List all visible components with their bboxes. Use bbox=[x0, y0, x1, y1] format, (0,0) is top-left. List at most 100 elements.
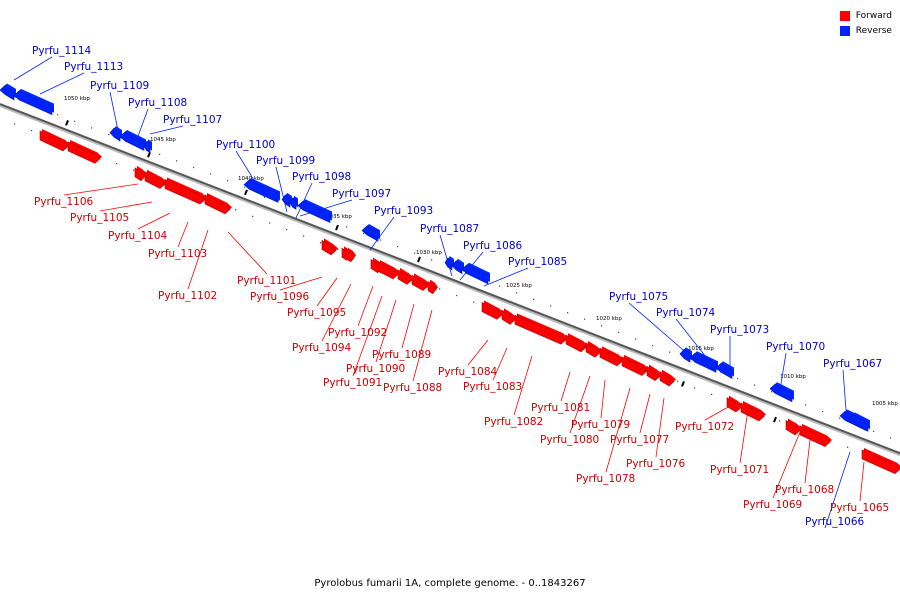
dot-tick bbox=[567, 311, 569, 314]
pyrfu-1080-gene-arrow bbox=[585, 340, 602, 358]
pyrfu-1097-label: Pyrfu_1097 bbox=[332, 188, 391, 200]
gene-label-leader bbox=[560, 371, 571, 402]
legend-forward: Forward bbox=[839, 8, 892, 23]
gene-label-leader bbox=[316, 277, 338, 307]
pyrfu-1109-gene-arrow bbox=[109, 126, 122, 142]
pyrfu-1068-gene-arrow bbox=[799, 423, 832, 447]
gene-arrow-body bbox=[481, 302, 503, 320]
pyrfu-1096-label: Pyrfu_1096 bbox=[250, 291, 310, 303]
gene-arrows bbox=[0, 83, 900, 475]
dot-tick bbox=[456, 294, 458, 297]
major-tick bbox=[773, 416, 777, 423]
pyrfu-1079-gene-arrow bbox=[599, 346, 624, 367]
pyrfu-1090-gene-arrow bbox=[397, 267, 414, 285]
pyrfu-1104-gene-arrow bbox=[134, 165, 147, 182]
dot-tick bbox=[584, 318, 586, 320]
major-tick bbox=[335, 224, 339, 231]
gene-arrow-body bbox=[861, 449, 900, 475]
gene-arrow-body bbox=[134, 167, 146, 182]
pyrfu-1102-label: Pyrfu_1102 bbox=[158, 290, 217, 302]
label-leaders bbox=[13, 56, 865, 529]
dot-tick bbox=[771, 391, 773, 393]
pyrfu-1114-gene-arrow bbox=[0, 83, 16, 101]
scale-label: 1030 kbp bbox=[416, 250, 442, 256]
dot-tick bbox=[346, 226, 348, 228]
pyrfu-1066-gene-arrow bbox=[847, 412, 870, 432]
dot-tick bbox=[380, 239, 382, 241]
major-tick bbox=[681, 381, 685, 387]
gene-arrow-body bbox=[799, 425, 831, 447]
gene-arrow-body bbox=[585, 342, 601, 358]
pyrfu-1081-gene-arrow bbox=[565, 333, 588, 353]
gene-label-leader bbox=[439, 234, 453, 277]
pyrfu-1071-gene-arrow bbox=[740, 401, 766, 422]
pyrfu-1081-label: Pyrfu_1081 bbox=[531, 402, 590, 414]
pyrfu-1069-label: Pyrfu_1069 bbox=[743, 499, 802, 511]
pyrfu-1065-gene-arrow bbox=[861, 447, 900, 475]
gene-arrow-body bbox=[361, 225, 379, 242]
backbone-line bbox=[0, 103, 900, 455]
pyrfu-1102-gene-arrow bbox=[164, 177, 207, 205]
gene-label-leader bbox=[605, 387, 631, 473]
gene-label-leader bbox=[704, 405, 731, 421]
gene-arrow-body bbox=[411, 274, 429, 291]
pyrfu-1114-label: Pyrfu_1114 bbox=[32, 45, 92, 57]
pyrfu-1076-label: Pyrfu_1076 bbox=[626, 458, 686, 470]
gene-arrow-body bbox=[514, 314, 567, 345]
major-tick bbox=[417, 256, 421, 263]
pyrfu-1095-label: Pyrfu_1095 bbox=[287, 307, 346, 319]
gene-label-leader bbox=[804, 439, 811, 484]
pyrfu-1090-label: Pyrfu_1090 bbox=[346, 363, 405, 375]
pyrfu-1101-label: Pyrfu_1101 bbox=[237, 275, 296, 287]
dot-tick bbox=[822, 410, 824, 413]
gene-arrow-body bbox=[427, 281, 437, 295]
dot-tick bbox=[193, 166, 195, 169]
pyrfu-1103-gene-arrow bbox=[144, 169, 167, 189]
gene-label-leader bbox=[375, 299, 397, 363]
pyrfu-1084-label: Pyrfu_1084 bbox=[438, 366, 498, 378]
pyrfu-1100-label: Pyrfu_1100 bbox=[216, 139, 275, 151]
dot-tick bbox=[91, 127, 93, 129]
pyrfu-1071-label: Pyrfu_1071 bbox=[710, 464, 769, 476]
gene-label-leader bbox=[227, 231, 268, 275]
dot-tick bbox=[74, 120, 76, 122]
pyrfu-1105-gene-arrow bbox=[67, 139, 102, 164]
gene-arrow-body bbox=[599, 347, 623, 367]
pyrfu-1105-label: Pyrfu_1105 bbox=[70, 212, 129, 224]
gene-arrow-body bbox=[67, 141, 101, 164]
pyrfu-1086-label: Pyrfu_1086 bbox=[463, 240, 523, 252]
dot-tick bbox=[210, 173, 212, 175]
gene-arrow-body bbox=[397, 269, 413, 285]
dot-tick bbox=[499, 285, 501, 287]
gene-label-leader bbox=[275, 166, 288, 213]
pyrfu-1096-gene-arrow bbox=[321, 238, 338, 256]
dot-tick bbox=[320, 242, 322, 244]
pyrfu-1074-label: Pyrfu_1074 bbox=[656, 307, 716, 319]
gene-arrow-body bbox=[204, 194, 231, 215]
map-caption: Pyrolobus fumarii 1A, complete genome. -… bbox=[314, 578, 586, 589]
gene-arrow-body bbox=[726, 397, 742, 413]
pyrfu-1092-label: Pyrfu_1092 bbox=[328, 327, 387, 339]
gene-arrow-body bbox=[144, 171, 166, 189]
pyrfu-1069-gene-arrow bbox=[785, 418, 802, 436]
gene-arrow-body bbox=[39, 130, 69, 152]
gene-arrow-body bbox=[345, 249, 355, 263]
dot-tick bbox=[57, 114, 59, 116]
pyrfu-1070-label: Pyrfu_1070 bbox=[766, 341, 825, 353]
reverse-swatch bbox=[839, 25, 850, 36]
dot-tick bbox=[779, 420, 781, 422]
gene-arrow-body bbox=[769, 383, 793, 403]
gene-label-leader bbox=[352, 295, 383, 377]
dot-tick bbox=[618, 331, 620, 333]
dot-tick bbox=[286, 228, 288, 231]
gene-label-leader bbox=[149, 125, 184, 135]
major-tick bbox=[65, 120, 69, 126]
pyrfu-1100-gene-arrow bbox=[243, 178, 280, 203]
forward-swatch bbox=[839, 10, 850, 21]
dot-tick bbox=[754, 384, 756, 386]
gene-arrow-body bbox=[289, 197, 297, 210]
pyrfu-1072-gene-arrow bbox=[726, 395, 743, 413]
dot-tick bbox=[31, 130, 33, 132]
pyrfu-1094-label: Pyrfu_1094 bbox=[292, 342, 352, 354]
gene-arrow-body bbox=[164, 179, 206, 205]
